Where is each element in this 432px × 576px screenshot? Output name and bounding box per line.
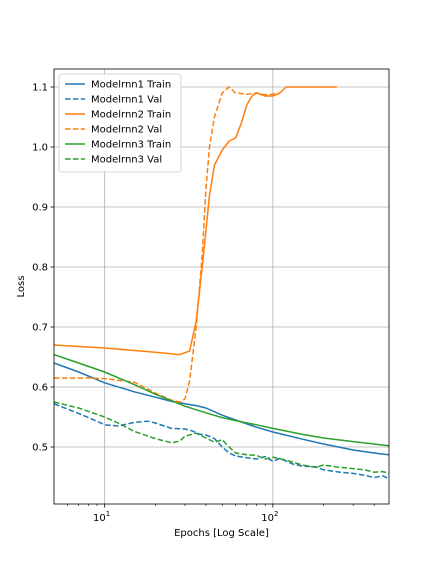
series-line-5 [53, 353, 390, 447]
series-line-2 [53, 403, 390, 480]
series-line-3 [53, 86, 337, 356]
series-line-4 [54, 86, 277, 403]
legend: Modelrnn1 Train Modelrnn1 Val Modelrnn2 Tr… [58, 73, 182, 173]
legend-entry: Modelrnn1 Val [91, 95, 162, 106]
legend-entry: Modelrnn2 Val [91, 125, 162, 136]
y-axis-label: Loss [16, 276, 27, 298]
legend-entry: Modelrnn2 Train [91, 110, 171, 121]
legend-entry: Modelrnn3 Val [91, 155, 162, 166]
series-line-1 [53, 362, 390, 456]
axis-ticks: 0.5 0.6 0.7 0.8 0.9 1.0 1.1 101 102 [32, 83, 375, 524]
legend-entry: Modelrnn3 Train [91, 140, 171, 151]
y-tick-label: 0.6 [32, 383, 48, 394]
plot-frame [53, 68, 390, 505]
x-axis-label: Epochs [Log Scale] [174, 528, 269, 539]
y-tick-label: 1.1 [32, 83, 48, 94]
x-tick-label: 102 [261, 510, 278, 524]
y-tick-label: 1.0 [32, 143, 48, 154]
y-tick-label: 0.5 [32, 443, 48, 454]
x-tick-label: 101 [93, 510, 110, 524]
y-tick-label: 0.7 [32, 323, 48, 334]
series-line-6 [53, 401, 390, 475]
legend-box [58, 73, 182, 173]
y-tick-label: 0.9 [32, 203, 48, 214]
y-tick-label: 0.8 [32, 263, 48, 274]
legend-entry: Modelrnn1 Train [91, 80, 171, 91]
series-lines [53, 86, 390, 480]
